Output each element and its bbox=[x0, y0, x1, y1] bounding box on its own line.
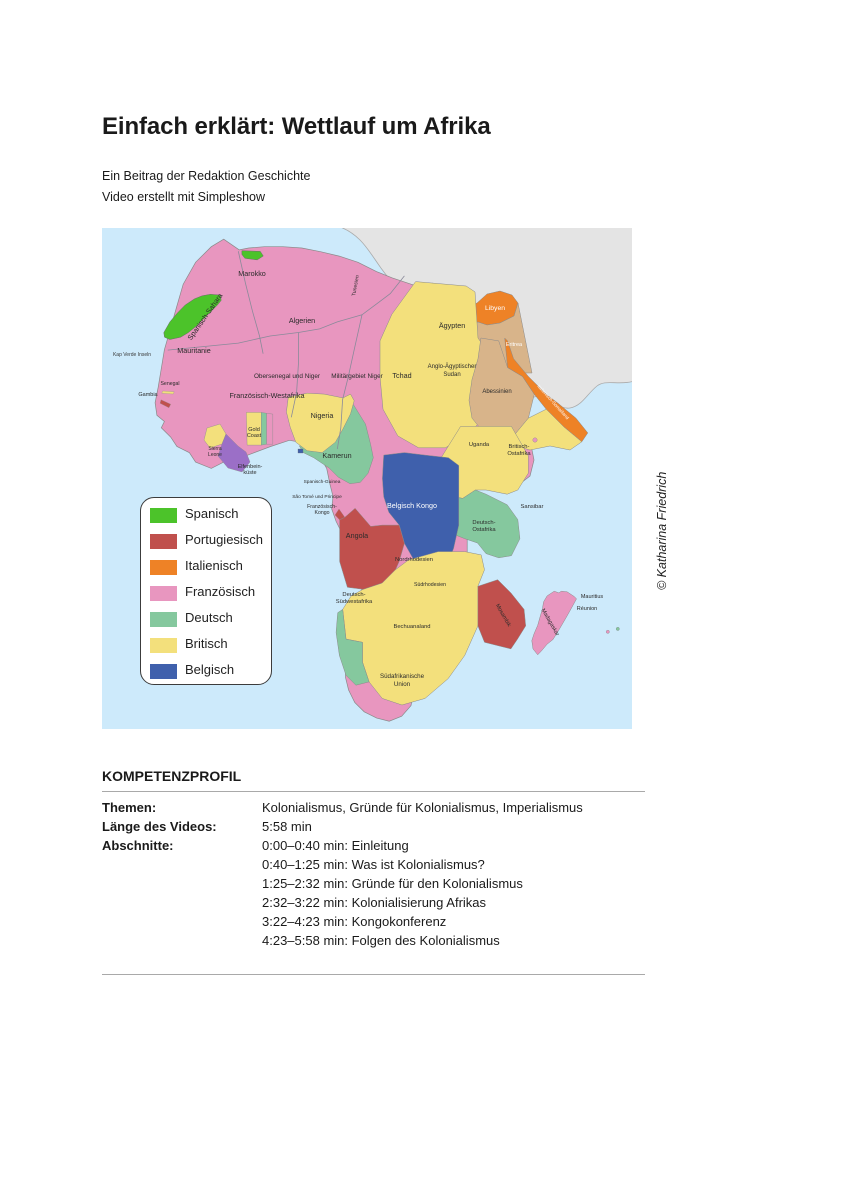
svg-text:Südafrikanische: Südafrikanische bbox=[380, 673, 425, 680]
svg-text:Marokko: Marokko bbox=[238, 269, 266, 278]
svg-text:Südwestafrika: Südwestafrika bbox=[336, 599, 373, 605]
svg-text:Kongo: Kongo bbox=[314, 510, 329, 516]
svg-text:Belgisch Kongo: Belgisch Kongo bbox=[387, 501, 437, 510]
svg-text:Ostafrika: Ostafrika bbox=[507, 451, 531, 457]
svg-text:Réunion: Réunion bbox=[577, 606, 598, 612]
svg-text:Leone: Leone bbox=[208, 452, 222, 458]
svg-text:Uganda: Uganda bbox=[469, 442, 490, 448]
svg-text:Südrhodesien: Südrhodesien bbox=[414, 582, 446, 588]
svg-text:küste: küste bbox=[243, 470, 256, 476]
svg-text:Algerien: Algerien bbox=[289, 316, 315, 325]
svg-text:Union: Union bbox=[394, 681, 411, 688]
svg-text:Abessinien: Abessinien bbox=[482, 389, 511, 395]
svg-text:Angola: Angola bbox=[346, 531, 368, 540]
svg-text:Libyen: Libyen bbox=[485, 305, 505, 312]
svg-text:Militärgebiet Niger: Militärgebiet Niger bbox=[331, 373, 383, 380]
svg-text:Spanisch-Guinea: Spanisch-Guinea bbox=[304, 479, 341, 485]
svg-text:Coast: Coast bbox=[247, 433, 262, 439]
svg-text:Ostafrika: Ostafrika bbox=[472, 527, 496, 533]
svg-text:São Tomé und Principe: São Tomé und Principe bbox=[292, 494, 342, 500]
svg-text:Sansibar: Sansibar bbox=[521, 504, 544, 510]
svg-text:Senegal: Senegal bbox=[160, 381, 179, 387]
svg-text:Anglo-Ägyptischer: Anglo-Ägyptischer bbox=[428, 363, 477, 370]
svg-text:Mauritius: Mauritius bbox=[581, 594, 604, 600]
svg-text:Ägypten: Ägypten bbox=[439, 321, 465, 330]
svg-text:Deutsch-: Deutsch- bbox=[472, 520, 495, 526]
svg-text:Sudan: Sudan bbox=[443, 372, 460, 378]
svg-text:Nordrhodesien: Nordrhodesien bbox=[395, 557, 433, 563]
svg-text:Französisch-Westafrika: Französisch-Westafrika bbox=[230, 391, 305, 400]
svg-text:Mauritanie: Mauritanie bbox=[177, 346, 211, 355]
svg-text:Kamerun: Kamerun bbox=[322, 451, 351, 460]
svg-text:Britisch-: Britisch- bbox=[509, 444, 530, 450]
svg-text:Bechuanaland: Bechuanaland bbox=[393, 624, 430, 630]
svg-text:Deutsch-: Deutsch- bbox=[342, 592, 365, 598]
svg-text:Obersenegal und Niger: Obersenegal und Niger bbox=[254, 373, 321, 380]
svg-text:Kap Verde Inseln: Kap Verde Inseln bbox=[113, 352, 151, 358]
svg-text:Nigeria: Nigeria bbox=[311, 411, 334, 420]
svg-text:Tchad: Tchad bbox=[392, 371, 411, 380]
svg-text:Gambia: Gambia bbox=[138, 392, 158, 398]
svg-text:Eritrea: Eritrea bbox=[506, 342, 523, 348]
